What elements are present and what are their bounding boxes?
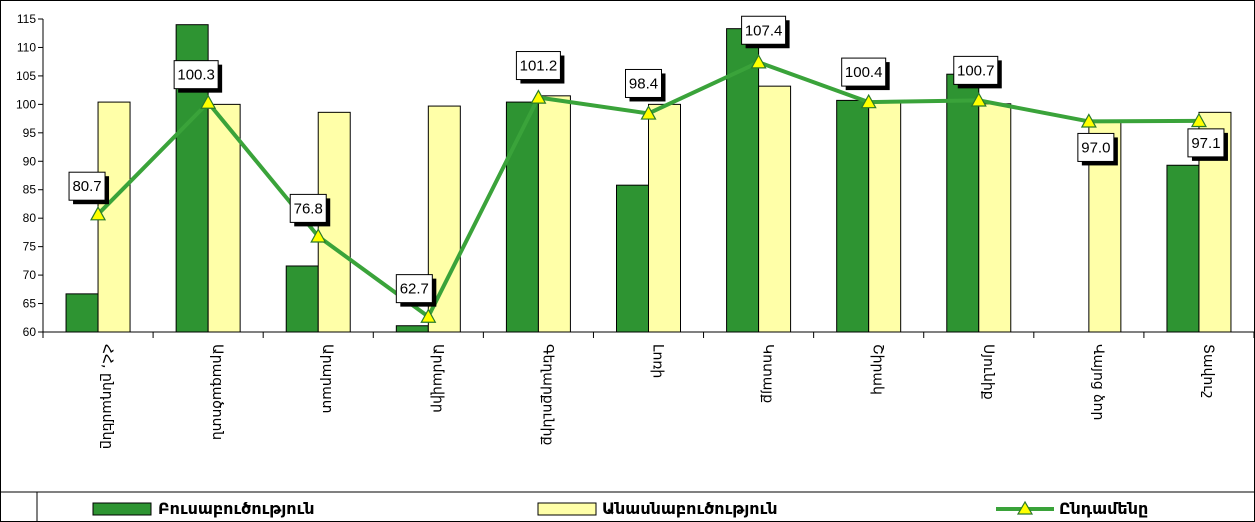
bar-Անասնաբուծություն	[537, 95, 571, 333]
bar-Բուսաբուծություն	[726, 28, 760, 333]
bar-Բուսաբուծություն	[836, 99, 870, 333]
line-marker	[750, 54, 767, 69]
data-label: 97.0	[1077, 132, 1118, 166]
bar-Բուսաբուծություն	[616, 184, 649, 333]
data-label: 80.7	[68, 171, 110, 205]
data-label-text: 107.4	[745, 22, 783, 39]
data-label-box	[841, 57, 887, 87]
legend-swatch-Բուսաբուծություն	[92, 502, 152, 516]
x-tick-label: Կոտայք	[760, 344, 776, 403]
y-tick-label: 95	[23, 126, 37, 140]
bar-Բուսաբուծություն	[505, 101, 539, 333]
x-tick-label: Արագածոտն	[209, 344, 225, 440]
line-marker	[530, 89, 547, 104]
bar-Բուսաբուծություն	[285, 265, 319, 333]
data-label: 100.3	[173, 60, 223, 93]
data-label: 100.4	[841, 57, 890, 91]
line-marker	[970, 92, 987, 107]
line-marker	[860, 93, 877, 109]
data-label: 101.2	[515, 51, 565, 84]
line-marker	[1080, 113, 1097, 128]
data-label: 62.7	[395, 274, 437, 307]
data-label: 107.4	[741, 15, 790, 49]
y-tick-label: 85	[23, 183, 37, 197]
data-label-text: 101.2	[520, 58, 558, 75]
x-tick-label: Տավուշ	[1200, 344, 1216, 398]
line-marker	[420, 308, 437, 323]
legend-label-Ընդամենը: Ընդամենը	[1059, 499, 1148, 518]
data-label-box	[515, 51, 561, 81]
line-marker	[640, 105, 657, 120]
data-label-box	[625, 68, 662, 98]
data-label-box	[395, 274, 433, 304]
data-label-text: 100.7	[957, 62, 995, 79]
data-label-text: 97.0	[1081, 139, 1110, 156]
legend-label-Բուսաբուծություն: Բուսաբուծություն	[158, 499, 315, 518]
legend-marker-Ընդամենը	[1016, 500, 1034, 515]
data-label-box	[1077, 132, 1115, 162]
y-tick-label: 65	[23, 297, 37, 311]
data-label: 97.1	[1187, 128, 1228, 161]
bar-Անասնաբուծություն	[648, 103, 681, 333]
line-marker	[310, 228, 327, 243]
data-label-text: 62.7	[400, 281, 429, 298]
data-label-box	[741, 15, 787, 45]
x-tick-label: Սյունիք	[980, 344, 996, 400]
x-tick-label: Արմավիր	[429, 344, 445, 413]
data-label-box	[1187, 128, 1225, 158]
legend-swatch-Անասնաբուծություն	[537, 502, 597, 516]
data-label-text: 100.4	[845, 64, 883, 81]
bar-Բուսաբուծություն	[1166, 164, 1200, 333]
y-tick-label: 110	[17, 40, 36, 54]
data-label-box	[289, 193, 327, 223]
data-label: 98.4	[625, 68, 666, 102]
y-tick-label: 100	[16, 97, 36, 111]
data-label: 76.8	[289, 193, 331, 227]
y-tick-label: 80	[23, 211, 37, 225]
x-tick-label: Վայոց ձոր	[1090, 344, 1106, 420]
line-marker	[200, 94, 217, 109]
x-tick-label: Լոռի	[650, 344, 666, 378]
bar-Բուսաբուծություն	[946, 73, 980, 333]
bar-Անասնաբուծություն	[978, 103, 1012, 333]
y-tick-label: 60	[23, 325, 37, 339]
y-tick-label: 115	[17, 12, 36, 26]
axes-layer: 60 65 70 75 80 85 90 95 100 105 110 115 ՀՀ, ընդամենը…	[16, 12, 1254, 449]
data-label: 100.7	[953, 55, 1002, 89]
line-marker	[1190, 112, 1207, 128]
data-label-text: 97.1	[1191, 135, 1220, 152]
data-label-box	[68, 171, 106, 201]
line-layer	[90, 54, 1207, 323]
line-marker	[90, 205, 107, 221]
data-label-text: 80.7	[72, 178, 101, 195]
bar-Անասնաբուծություն	[758, 85, 792, 333]
bar-Անասնաբուծություն	[868, 101, 902, 333]
labels-layer: 80.7 100.3 76.8 62.7 101.2 98.4 107.4 100.4 100.…	[68, 15, 1228, 307]
y-tick-label: 90	[23, 154, 37, 168]
data-label-text: 100.3	[177, 67, 215, 84]
y-tick-label: 75	[23, 240, 37, 254]
legend-label-Անասնաբուծություն: Անասնաբուծություն	[602, 499, 778, 518]
y-tick-label: 105	[16, 69, 36, 83]
bar-Բուսաբուծություն	[65, 293, 99, 333]
bar-Բուսաբուծություն	[395, 325, 429, 333]
x-tick-label: Գեղարքունիք	[539, 344, 555, 445]
x-tick-label: ՀՀ, ընդամենը	[99, 344, 115, 449]
data-label-box	[173, 60, 219, 90]
x-tick-label: Արարատ	[319, 344, 335, 413]
bars-layer	[65, 24, 1232, 333]
y-tick-label: 70	[23, 268, 37, 282]
x-tick-label: Շիրակ	[870, 344, 886, 395]
data-label-text: 98.4	[629, 75, 658, 92]
data-label-box	[953, 55, 999, 85]
legend-layer: Բուսաբուծություն Անասնաբուծություն Ընդամեն…	[1, 491, 1254, 521]
data-label-text: 76.8	[294, 200, 323, 217]
bar-Անասնաբուծություն	[207, 103, 241, 333]
